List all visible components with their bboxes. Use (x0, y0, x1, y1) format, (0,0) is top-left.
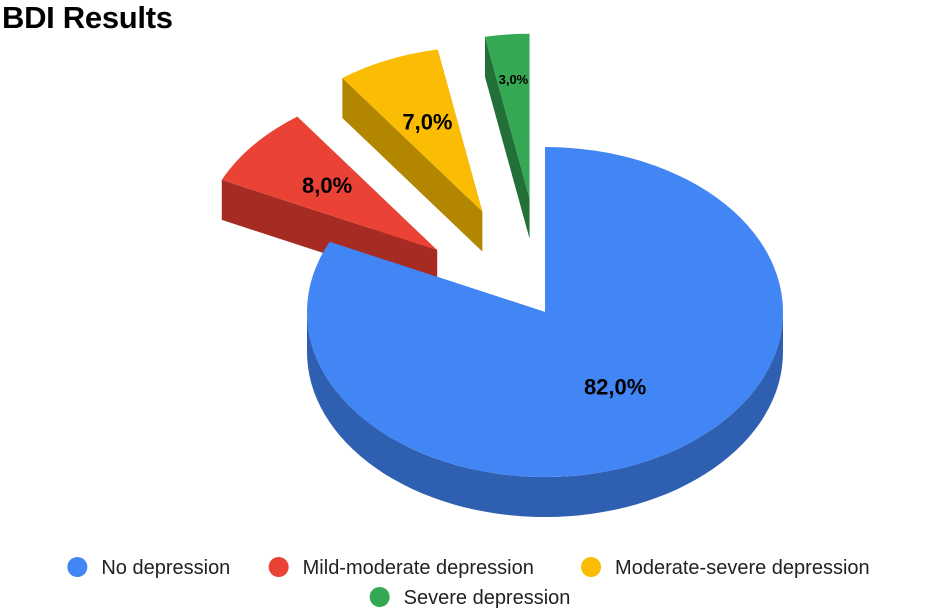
legend-label: Severe depression (404, 587, 571, 609)
legend-label: Mild-moderate depression (303, 557, 534, 579)
legend-label: Moderate-severe depression (615, 557, 870, 579)
legend-item-severe-depression[interactable]: Severe depression (369, 587, 571, 609)
slice-label-severe-depression: 3,0% (499, 72, 529, 87)
slice-mild-moderate-depression[interactable] (221, 116, 438, 251)
legend-item-moderate-severe-depression[interactable]: Moderate-severe depression (581, 557, 870, 579)
legend-item-mild-moderate-depression[interactable]: Mild-moderate depression (268, 557, 534, 579)
slice-label-no-depression: 82,0% (584, 374, 646, 399)
slice-no-depression[interactable] (307, 147, 783, 477)
legend-label: No depression (101, 557, 230, 579)
chart-title: BDI Results (2, 0, 173, 35)
slice-severe-depression[interactable] (484, 33, 530, 199)
slice-moderate-severe-depression[interactable] (342, 49, 483, 212)
slice-curved-wall (307, 312, 783, 517)
slice-label-moderate-severe-depression: 7,0% (402, 109, 452, 134)
slice-side-severe-depression (484, 36, 530, 239)
legend-swatch (581, 557, 602, 577)
legend-swatch (268, 557, 289, 577)
slice-wall (484, 36, 530, 239)
slice-label-mild-moderate-depression: 8,0% (302, 173, 352, 198)
legend-swatch (369, 587, 390, 607)
legend-swatch (67, 557, 88, 577)
slice-wall (342, 77, 483, 252)
legend-item-no-depression[interactable]: No depression (67, 557, 230, 579)
